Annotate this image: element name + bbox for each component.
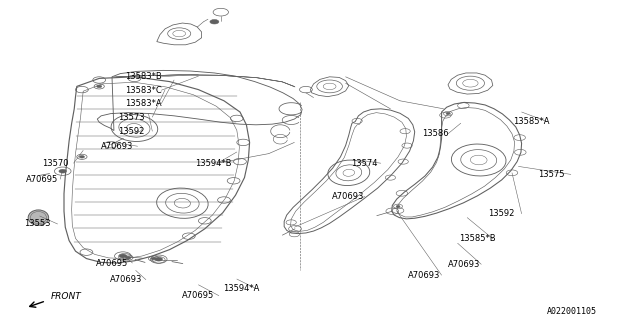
Text: 13594*A: 13594*A — [223, 284, 259, 293]
Text: A70695: A70695 — [96, 259, 128, 268]
Circle shape — [210, 20, 219, 24]
Text: A70693: A70693 — [110, 275, 143, 284]
Circle shape — [125, 256, 131, 259]
Text: 13574: 13574 — [351, 159, 377, 168]
Ellipse shape — [28, 210, 49, 225]
Circle shape — [79, 156, 84, 158]
Text: A70693: A70693 — [408, 271, 441, 280]
Circle shape — [59, 169, 67, 173]
Text: 13586: 13586 — [422, 129, 449, 138]
Text: A70693: A70693 — [332, 192, 364, 201]
Text: 13553: 13553 — [24, 220, 50, 228]
Circle shape — [97, 85, 102, 88]
Text: 13592: 13592 — [488, 209, 514, 218]
Circle shape — [151, 257, 156, 260]
Text: A70693: A70693 — [448, 260, 481, 269]
Text: 13594*B: 13594*B — [195, 159, 232, 168]
Text: 13583*C: 13583*C — [125, 86, 161, 95]
Text: A70693: A70693 — [101, 142, 134, 151]
Circle shape — [446, 113, 450, 115]
Text: 13583*B: 13583*B — [125, 72, 161, 81]
Circle shape — [119, 254, 127, 258]
Text: FRONT: FRONT — [51, 292, 82, 301]
Text: A022001105: A022001105 — [547, 307, 597, 316]
Text: 13575: 13575 — [538, 170, 564, 179]
Text: 13585*B: 13585*B — [460, 234, 496, 243]
Circle shape — [396, 205, 400, 207]
Text: 13592: 13592 — [118, 127, 145, 136]
Text: A70695: A70695 — [26, 175, 58, 184]
Text: 13585*A: 13585*A — [513, 117, 550, 126]
Circle shape — [155, 257, 163, 261]
Text: 13583*A: 13583*A — [125, 99, 161, 108]
Text: 13570: 13570 — [42, 159, 68, 168]
Text: 13573: 13573 — [118, 113, 145, 122]
Text: A70695: A70695 — [182, 291, 214, 300]
